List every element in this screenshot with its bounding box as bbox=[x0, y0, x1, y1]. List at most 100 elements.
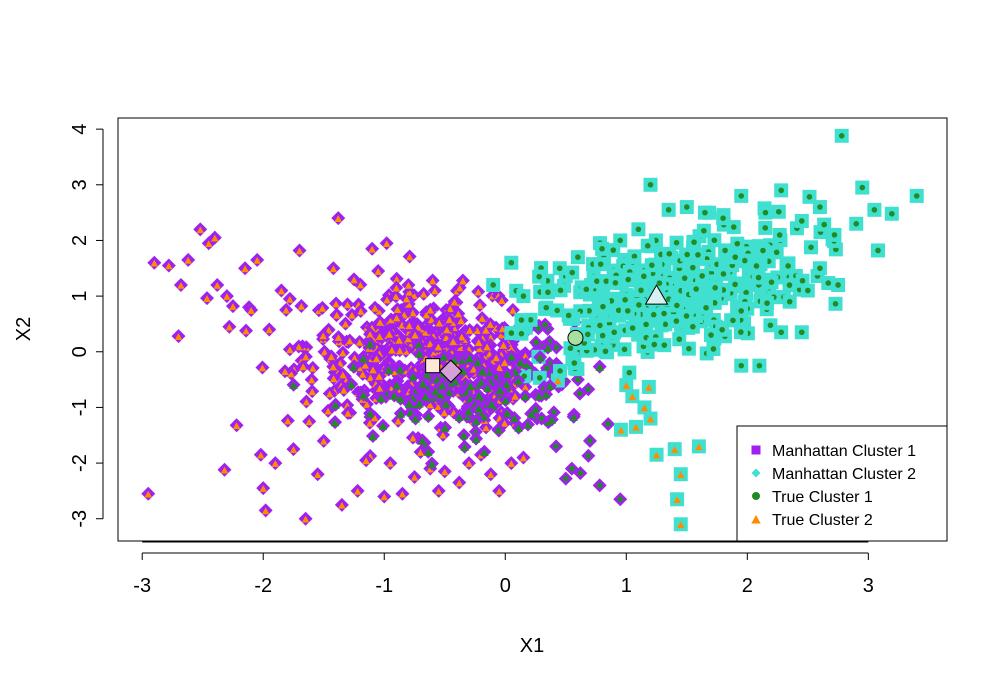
point-inner-marker bbox=[375, 373, 383, 380]
x-axis-label: X1 bbox=[520, 635, 544, 657]
data-point bbox=[299, 394, 314, 409]
point-inner-marker bbox=[410, 473, 419, 481]
point-inner-marker bbox=[372, 355, 381, 363]
point-inner-marker bbox=[348, 311, 356, 319]
data-point bbox=[673, 467, 688, 482]
data-point bbox=[363, 406, 378, 421]
point-inner-marker bbox=[541, 390, 551, 399]
point-inner-marker bbox=[509, 306, 517, 314]
point-inner-marker bbox=[617, 426, 625, 434]
point-inner-marker bbox=[547, 416, 557, 424]
point-inner-marker bbox=[345, 337, 354, 345]
data-point bbox=[383, 456, 398, 471]
data-point bbox=[390, 302, 405, 317]
point-inner-marker bbox=[418, 379, 428, 388]
point-inner-marker bbox=[554, 377, 562, 385]
legend: Manhattan Cluster 1 Manhattan Cluster 2 Tr… bbox=[736, 425, 948, 542]
point-inner-marker bbox=[490, 282, 496, 288]
point-inner-marker bbox=[440, 468, 449, 476]
point-inner-marker bbox=[545, 289, 551, 296]
point-inner-marker bbox=[690, 323, 696, 330]
point-inner-marker bbox=[584, 331, 591, 338]
point-inner-marker bbox=[305, 418, 314, 426]
data-point bbox=[462, 323, 477, 338]
data-point bbox=[411, 337, 426, 352]
point-inner-marker bbox=[454, 413, 464, 421]
point-inner-marker bbox=[691, 239, 697, 245]
point-inner-marker bbox=[628, 393, 637, 401]
point-inner-marker bbox=[577, 390, 583, 397]
data-point bbox=[812, 200, 827, 215]
point-inner-marker bbox=[365, 340, 375, 348]
data-point bbox=[549, 340, 564, 355]
point-inner-marker bbox=[333, 311, 341, 319]
point-inner-marker bbox=[294, 343, 303, 351]
point-inner-marker bbox=[520, 392, 530, 401]
data-point bbox=[634, 283, 649, 298]
data-point bbox=[372, 314, 387, 329]
point-inner-marker bbox=[307, 376, 316, 384]
point-inner-marker bbox=[719, 326, 725, 333]
data-point bbox=[631, 222, 646, 237]
point-inner-marker bbox=[375, 385, 384, 392]
data-point bbox=[393, 362, 408, 377]
point-inner-marker bbox=[775, 208, 782, 215]
point-inner-marker bbox=[756, 362, 763, 369]
point-inner-marker bbox=[518, 317, 525, 323]
point-inner-marker bbox=[712, 285, 718, 291]
data-point bbox=[344, 377, 359, 392]
point-inner-marker bbox=[409, 434, 417, 442]
point-inner-marker bbox=[302, 398, 311, 406]
point-inner-marker bbox=[531, 405, 541, 413]
point-inner-marker bbox=[755, 274, 762, 281]
point-inner-marker bbox=[730, 317, 736, 324]
point-inner-marker bbox=[507, 352, 516, 361]
point-inner-marker bbox=[297, 302, 306, 310]
data-point bbox=[457, 439, 472, 454]
data-point bbox=[451, 306, 466, 321]
data-point bbox=[733, 325, 748, 340]
data-point bbox=[550, 303, 565, 318]
point-inner-marker bbox=[426, 401, 434, 409]
data-point bbox=[641, 379, 656, 394]
point-inner-marker bbox=[631, 253, 638, 260]
point-inner-marker bbox=[392, 275, 401, 283]
point-inner-marker bbox=[554, 307, 561, 314]
point-inner-marker bbox=[465, 354, 474, 363]
data-point bbox=[483, 467, 498, 482]
data-point bbox=[726, 220, 741, 235]
data-point bbox=[279, 302, 294, 317]
data-point bbox=[871, 243, 886, 258]
data-point bbox=[909, 188, 924, 203]
point-inner-marker bbox=[380, 493, 389, 501]
data-point bbox=[329, 296, 344, 311]
data-point bbox=[362, 327, 377, 342]
point-inner-marker bbox=[411, 331, 419, 339]
data-point bbox=[298, 511, 313, 526]
data-point bbox=[771, 204, 786, 219]
point-inner-marker bbox=[473, 358, 483, 367]
point-inner-marker bbox=[329, 265, 338, 273]
data-point bbox=[755, 243, 770, 258]
data-point bbox=[697, 205, 712, 220]
point-inner-marker bbox=[471, 435, 481, 443]
point-inner-marker bbox=[673, 496, 681, 504]
point-inner-marker bbox=[318, 304, 327, 312]
point-inner-marker bbox=[738, 362, 745, 369]
point-inner-marker bbox=[676, 521, 685, 529]
point-inner-marker bbox=[821, 221, 827, 228]
data-point bbox=[161, 258, 176, 273]
data-point bbox=[649, 447, 664, 462]
point-inner-marker bbox=[232, 422, 241, 430]
data-point bbox=[730, 236, 745, 251]
data-point bbox=[294, 298, 309, 313]
data-point bbox=[492, 382, 507, 397]
point-inner-marker bbox=[426, 306, 435, 314]
point-inner-marker bbox=[498, 297, 506, 305]
data-point bbox=[734, 358, 749, 373]
point-inner-marker bbox=[394, 417, 402, 425]
data-point bbox=[421, 409, 436, 424]
point-inner-marker bbox=[387, 316, 395, 324]
data-point bbox=[670, 492, 685, 507]
point-inner-marker bbox=[500, 359, 509, 367]
